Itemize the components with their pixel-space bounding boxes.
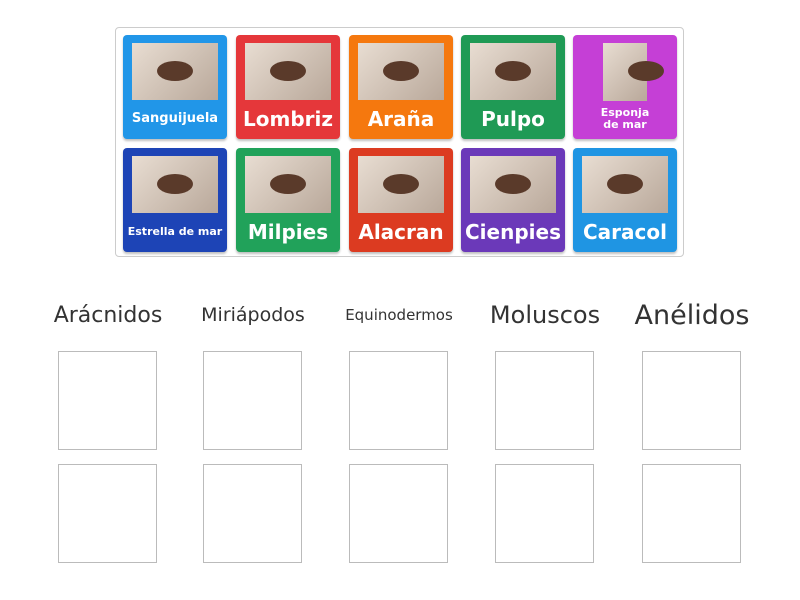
drop-slot[interactable] bbox=[58, 464, 157, 563]
drop-slot[interactable] bbox=[349, 351, 448, 450]
tile-label: Caracol bbox=[583, 219, 667, 244]
tile-label: Alacran bbox=[358, 219, 444, 244]
tile-image bbox=[470, 43, 556, 100]
draggable-tile[interactable]: Esponja de mar bbox=[573, 35, 677, 139]
draggable-tile[interactable]: Sanguijuela bbox=[123, 35, 227, 139]
drop-slot[interactable] bbox=[495, 351, 594, 450]
tile-label: Lombriz bbox=[243, 106, 333, 131]
drop-slot[interactable] bbox=[642, 351, 741, 450]
tile-image bbox=[582, 156, 668, 213]
tile-image bbox=[245, 43, 331, 100]
tile-label: Estrella de mar bbox=[127, 225, 223, 239]
tile-image bbox=[132, 156, 218, 213]
group-heading: Equinodermos bbox=[345, 306, 453, 324]
draggable-tile[interactable]: Cienpies bbox=[461, 148, 565, 252]
tile-image bbox=[603, 43, 664, 101]
drop-slot[interactable] bbox=[58, 351, 157, 450]
group-heading: Miriápodos bbox=[201, 304, 305, 326]
drop-slot[interactable] bbox=[203, 351, 302, 450]
drop-slot[interactable] bbox=[349, 464, 448, 563]
tile-label: Milpies bbox=[247, 219, 329, 244]
drop-slot[interactable] bbox=[642, 464, 741, 563]
tile-label: Esponja de mar bbox=[600, 106, 650, 131]
group-heading: Anélidos bbox=[634, 299, 750, 331]
tile-label: Pulpo bbox=[481, 106, 545, 131]
tile-image bbox=[132, 43, 218, 100]
tile-image bbox=[358, 43, 444, 100]
tile-label: Araña bbox=[367, 106, 435, 131]
draggable-tile[interactable]: Pulpo bbox=[461, 35, 565, 139]
tile-image bbox=[245, 156, 331, 213]
group-heading: Moluscos bbox=[489, 301, 601, 329]
draggable-tile[interactable]: Araña bbox=[349, 35, 453, 139]
draggable-tile[interactable]: Lombriz bbox=[236, 35, 340, 139]
group-heading: Arácnidos bbox=[53, 302, 163, 328]
draggable-tile[interactable]: Alacran bbox=[349, 148, 453, 252]
tile-image bbox=[358, 156, 444, 213]
drop-slot[interactable] bbox=[495, 464, 594, 563]
tile-label: Cienpies bbox=[465, 219, 561, 244]
tile-label: Sanguijuela bbox=[131, 111, 219, 127]
tile-image bbox=[470, 156, 556, 213]
draggable-tile[interactable]: Milpies bbox=[236, 148, 340, 252]
tile-bank: Sanguijuela Lombriz Araña Pulpo Esponja de m… bbox=[115, 27, 684, 257]
draggable-tile[interactable]: Estrella de mar bbox=[123, 148, 227, 252]
draggable-tile[interactable]: Caracol bbox=[573, 148, 677, 252]
drop-slot[interactable] bbox=[203, 464, 302, 563]
